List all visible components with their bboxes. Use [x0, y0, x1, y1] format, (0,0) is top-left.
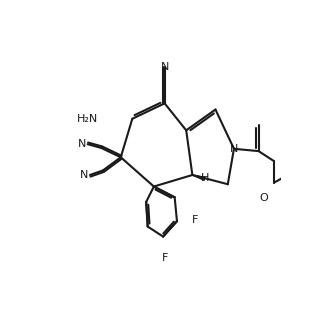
Text: N: N: [78, 139, 86, 149]
Text: N: N: [80, 170, 88, 180]
Text: F: F: [192, 216, 199, 225]
Text: O: O: [259, 193, 268, 203]
Polygon shape: [192, 175, 205, 180]
Text: N: N: [230, 144, 238, 154]
Text: F: F: [162, 253, 168, 263]
Text: H: H: [201, 173, 209, 183]
Text: H₂N: H₂N: [77, 114, 98, 124]
Text: N: N: [161, 62, 169, 72]
